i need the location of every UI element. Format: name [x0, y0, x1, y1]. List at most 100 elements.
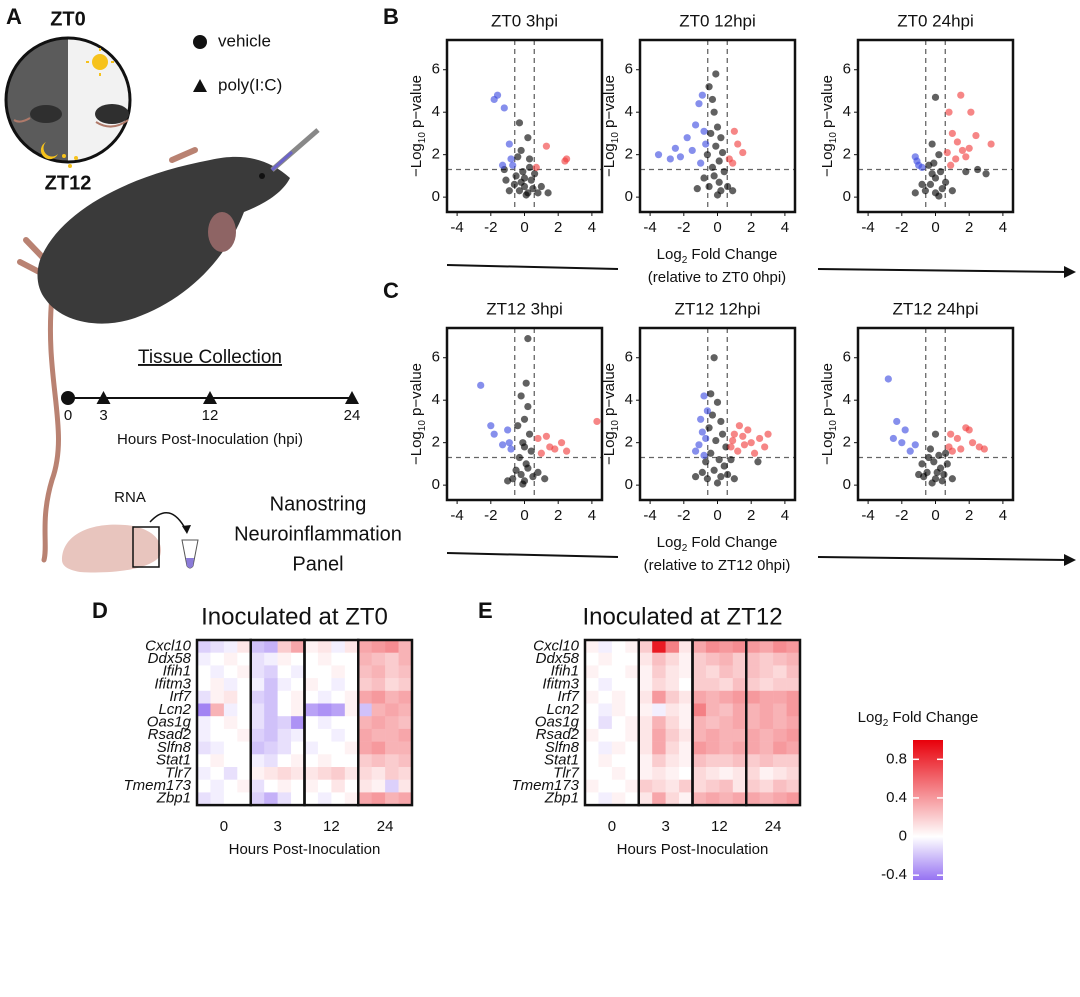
point	[756, 434, 764, 443]
point	[700, 174, 708, 182]
heatmap-cell	[385, 665, 399, 679]
heatmap-cell	[625, 640, 640, 653]
point	[542, 142, 551, 150]
point	[557, 439, 566, 447]
heatmap-cell	[786, 716, 801, 730]
heatmap-cell	[304, 767, 319, 780]
point	[730, 475, 738, 483]
heatmap-cell	[331, 728, 346, 742]
colorbar-title-sub: 2	[883, 718, 889, 729]
point	[962, 168, 970, 176]
y-axis-label: −Log10 p−value	[408, 75, 428, 177]
x-tick-label: 2	[554, 219, 562, 236]
heatmap-cell	[250, 640, 265, 653]
heatmap-cell	[344, 741, 359, 755]
heatmap-cell	[665, 779, 680, 793]
y-axis-label: −Log10 p−value	[601, 75, 621, 177]
heatmap-cell	[679, 716, 693, 730]
x-tick-label: 0	[931, 219, 939, 236]
heatmap-cell	[264, 690, 278, 704]
heatmap-cell	[759, 741, 774, 755]
gene-label: Cxcl10	[533, 637, 580, 654]
heatmap-cell	[625, 767, 640, 780]
heatmap-cell	[692, 640, 707, 653]
plot-title: ZT12 24hpi	[893, 299, 979, 318]
heatmap-cell	[652, 678, 666, 692]
gene-label: Slfn8	[545, 739, 580, 756]
heatmap-cell	[291, 754, 305, 768]
heatmap-cell	[223, 678, 238, 692]
heatmap-xlabel: Hours Post-Inoculation	[229, 841, 381, 858]
point	[945, 108, 953, 116]
point	[717, 417, 725, 426]
point	[514, 422, 522, 430]
sleeping-mouse	[95, 104, 129, 124]
point	[710, 108, 718, 116]
panel-name: Nanostring	[270, 493, 367, 515]
panel-name: Panel	[292, 553, 343, 575]
heatmap-cell	[679, 728, 693, 742]
legend-label: vehicle	[218, 31, 271, 50]
y-tick-label: 2	[625, 434, 633, 451]
heatmap-cell	[317, 741, 332, 755]
point	[519, 168, 527, 176]
point	[744, 426, 752, 434]
heatmap-cell	[398, 767, 413, 780]
heatmap-cell	[223, 779, 238, 793]
heatmap-cell	[598, 690, 613, 704]
heatmap-cell	[692, 741, 707, 755]
heatmap-cell	[665, 754, 680, 768]
heatmap-cell	[398, 779, 413, 793]
heatmap-cell	[732, 728, 747, 742]
heatmap-cell	[223, 703, 238, 717]
heatmap-cell	[652, 728, 666, 742]
zt0-label: ZT0	[50, 8, 86, 30]
heatmap-cell	[385, 640, 399, 653]
point	[525, 163, 534, 172]
gene-label: Slfn8	[157, 739, 192, 756]
x-tick-label: -4	[643, 219, 656, 236]
heatmap-cell	[665, 728, 680, 742]
point	[734, 447, 742, 455]
heatmap-cell	[237, 792, 252, 806]
heatmap-cell	[398, 640, 413, 653]
point	[697, 159, 705, 167]
colorbar-tick-label: -0.4	[881, 866, 907, 883]
heatmap-cell	[611, 678, 626, 692]
heatmap-cell	[223, 716, 238, 730]
heatmap-cell	[746, 640, 760, 653]
point	[980, 445, 988, 453]
point	[953, 138, 962, 146]
point	[715, 157, 723, 165]
point	[703, 475, 711, 483]
heatmap-cell	[746, 767, 760, 780]
heatmap-cell	[264, 767, 278, 780]
point	[703, 407, 711, 415]
heatmap-cell	[358, 767, 372, 780]
heatmap-cell	[746, 716, 760, 730]
point	[532, 163, 540, 172]
day-half	[68, 38, 130, 162]
x-axis-reference: (relative to ZT12 0hpi)	[644, 557, 791, 574]
heatmap-cell	[773, 779, 787, 793]
panel-letter: A	[6, 4, 22, 29]
heatmap-cell	[250, 728, 265, 742]
point	[502, 176, 510, 184]
x-tick-label: 4	[588, 219, 596, 236]
point	[512, 466, 520, 474]
plot-title: ZT12 12hpi	[675, 299, 761, 318]
point	[921, 187, 929, 195]
heatmap-cell	[665, 741, 680, 755]
heatmap-cell	[719, 640, 734, 653]
point	[510, 180, 518, 188]
point	[952, 155, 960, 163]
heatmap-cell	[264, 728, 278, 742]
point	[754, 458, 762, 466]
heatmap-cell	[317, 792, 332, 806]
heatmap-cell	[264, 741, 278, 755]
heatmap-cell	[759, 690, 774, 704]
point	[930, 458, 938, 466]
heatmap-cell	[719, 767, 734, 780]
x-axis-label: Log2 Fold Change	[657, 246, 778, 266]
timeline-marker	[345, 391, 359, 404]
